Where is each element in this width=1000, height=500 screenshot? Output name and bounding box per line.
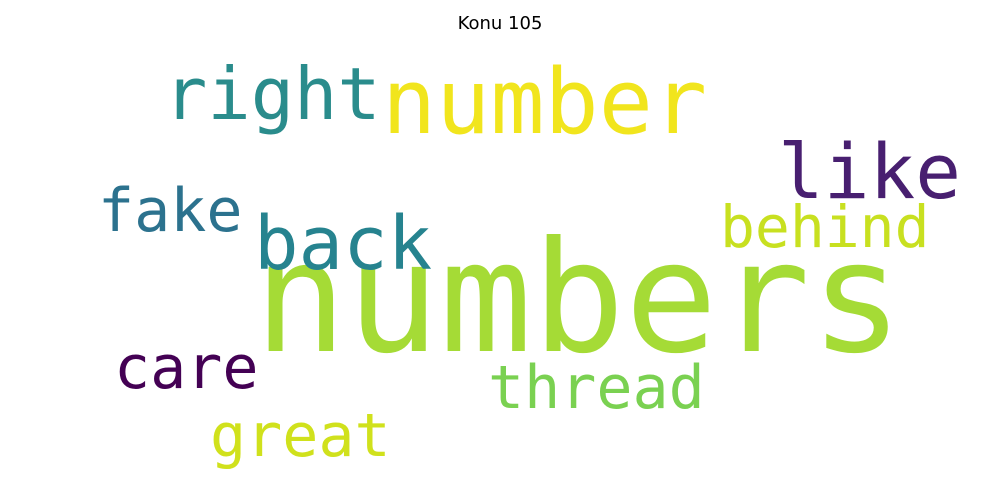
word-thread: thread (488, 353, 705, 423)
word-number: number (382, 50, 708, 155)
word-numbers: numbers (254, 209, 904, 388)
word-fake: fake (98, 176, 243, 246)
word-behind: behind (720, 193, 930, 261)
word-care: care (114, 333, 259, 403)
word-like: like (778, 127, 962, 216)
word-back: back (254, 201, 433, 287)
page-title: Konu 105 (457, 13, 543, 34)
word-great: great (210, 401, 391, 471)
word-right: right (164, 52, 381, 136)
